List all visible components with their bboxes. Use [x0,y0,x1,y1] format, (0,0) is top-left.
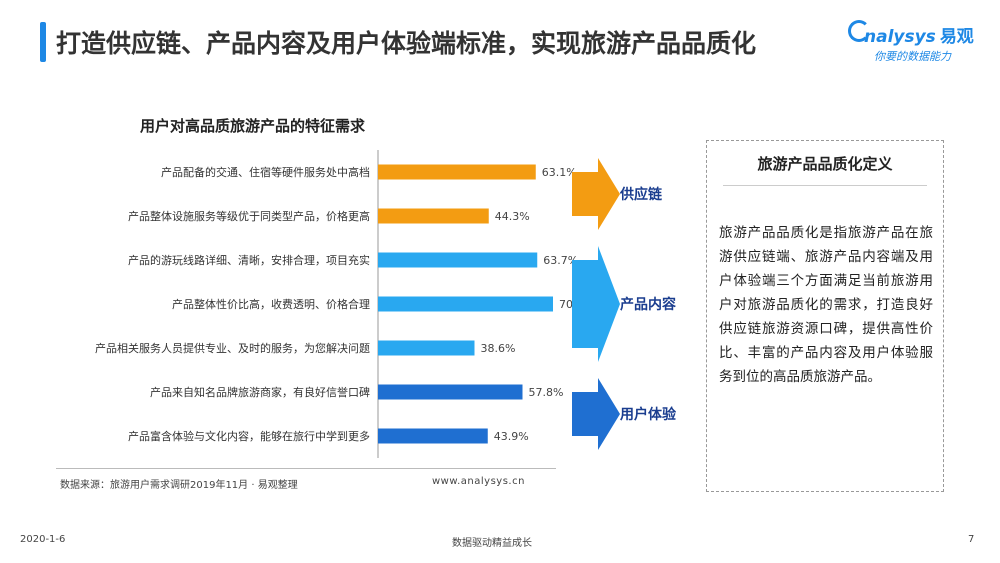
group-arrow [572,246,620,362]
definition-box: 旅游产品品质化定义 旅游产品品质化是指旅游产品在旅游供应链端、旅游产品内容端及用… [706,140,944,492]
source-url[interactable]: www.analysys.cn [432,476,525,487]
bar [378,208,489,224]
category-label: 产品相关服务人员提供专业、及时的服务，为您解决问题 [95,341,370,355]
bar-chart: 产品配备的交通、住宿等硬件服务处中高档 63.1% 产品整体设施服务等级优于同类型产… [95,150,677,458]
category-label: 产品的游玩线路详细、清晰，安排合理，项目充实 [128,253,370,267]
category-label: 产品富含体验与文化内容，能够在旅行中学到更多 [128,429,370,443]
bar [378,252,538,268]
analysys-logo-icon [848,20,870,42]
value-label: 63.7% [543,254,578,267]
chart-title: 用户对高品质旅游产品的特征需求 [140,117,366,135]
value-label: 44.3% [495,210,530,223]
logo-brand-cn: 易观 [939,27,974,47]
category-label: 产品整体性价比高，收费透明、价格合理 [172,297,370,311]
analysys-logo: nalysys 易观 你要的数据能力 [848,18,978,68]
category-label: 产品整体设施服务等级优于同类型产品，价格更高 [128,209,370,223]
logo-slogan: 你要的数据能力 [874,50,951,63]
value-label: 43.9% [494,430,529,443]
bar [378,384,523,400]
logo-text: nalysys 易观 [864,22,974,47]
definition-divider [723,185,927,186]
group-label: 用户体验 [620,406,677,423]
page-title: 打造供应链、产品内容及用户体验端标准，实现旅游产品品质化 [56,29,757,58]
value-label: 57.8% [529,386,564,399]
title-accent-bar [40,22,46,62]
page-number: 7 [968,534,975,545]
footer-date: 2020-1-6 [20,534,66,545]
group-arrow [572,378,620,450]
bar [378,296,553,312]
group-label: 供应链 [619,186,663,203]
value-label: 38.6% [481,342,516,355]
source-divider [56,468,556,469]
category-label: 产品来自知名品牌旅游商家，有良好信誉口碑 [150,385,370,399]
bar [378,340,475,356]
definition-body: 旅游产品品质化是指旅游产品在旅游供应链端、旅游产品内容端及用户体验端三个方面满足… [719,225,933,385]
category-label: 产品配备的交通、住宿等硬件服务处中高档 [161,165,370,179]
group-label: 产品内容 [620,296,676,313]
footer-slogan: 数据驱动精益成长 [452,538,532,549]
group-arrow [572,158,620,230]
bar [378,164,536,180]
value-label: 63.1% [542,166,577,179]
logo-brand: nalysys [864,27,936,47]
bar [378,428,488,444]
definition-title: 旅游产品品质化定义 [757,155,893,173]
source-note: 数据来源：旅游用户需求调研2019年11月 · 易观整理 [60,480,298,491]
